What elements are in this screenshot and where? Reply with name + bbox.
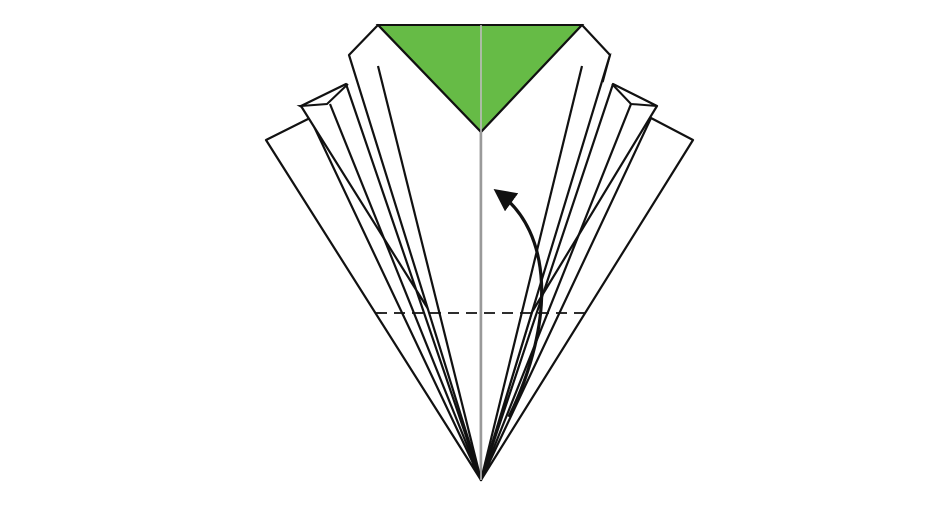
- left-flap-edge-1: [328, 103, 483, 481]
- flap-right-outer: [479, 116, 695, 482]
- left-flap-edge-2: [376, 65, 483, 481]
- flap-left-outer: [264, 116, 483, 482]
- right-flap-edge-2: [479, 65, 584, 481]
- left-middle-tab: [300, 83, 349, 107]
- fold-up-arrow: [493, 189, 544, 418]
- right-middle-tab: [611, 83, 658, 107]
- right-flap-edge-1: [479, 103, 633, 481]
